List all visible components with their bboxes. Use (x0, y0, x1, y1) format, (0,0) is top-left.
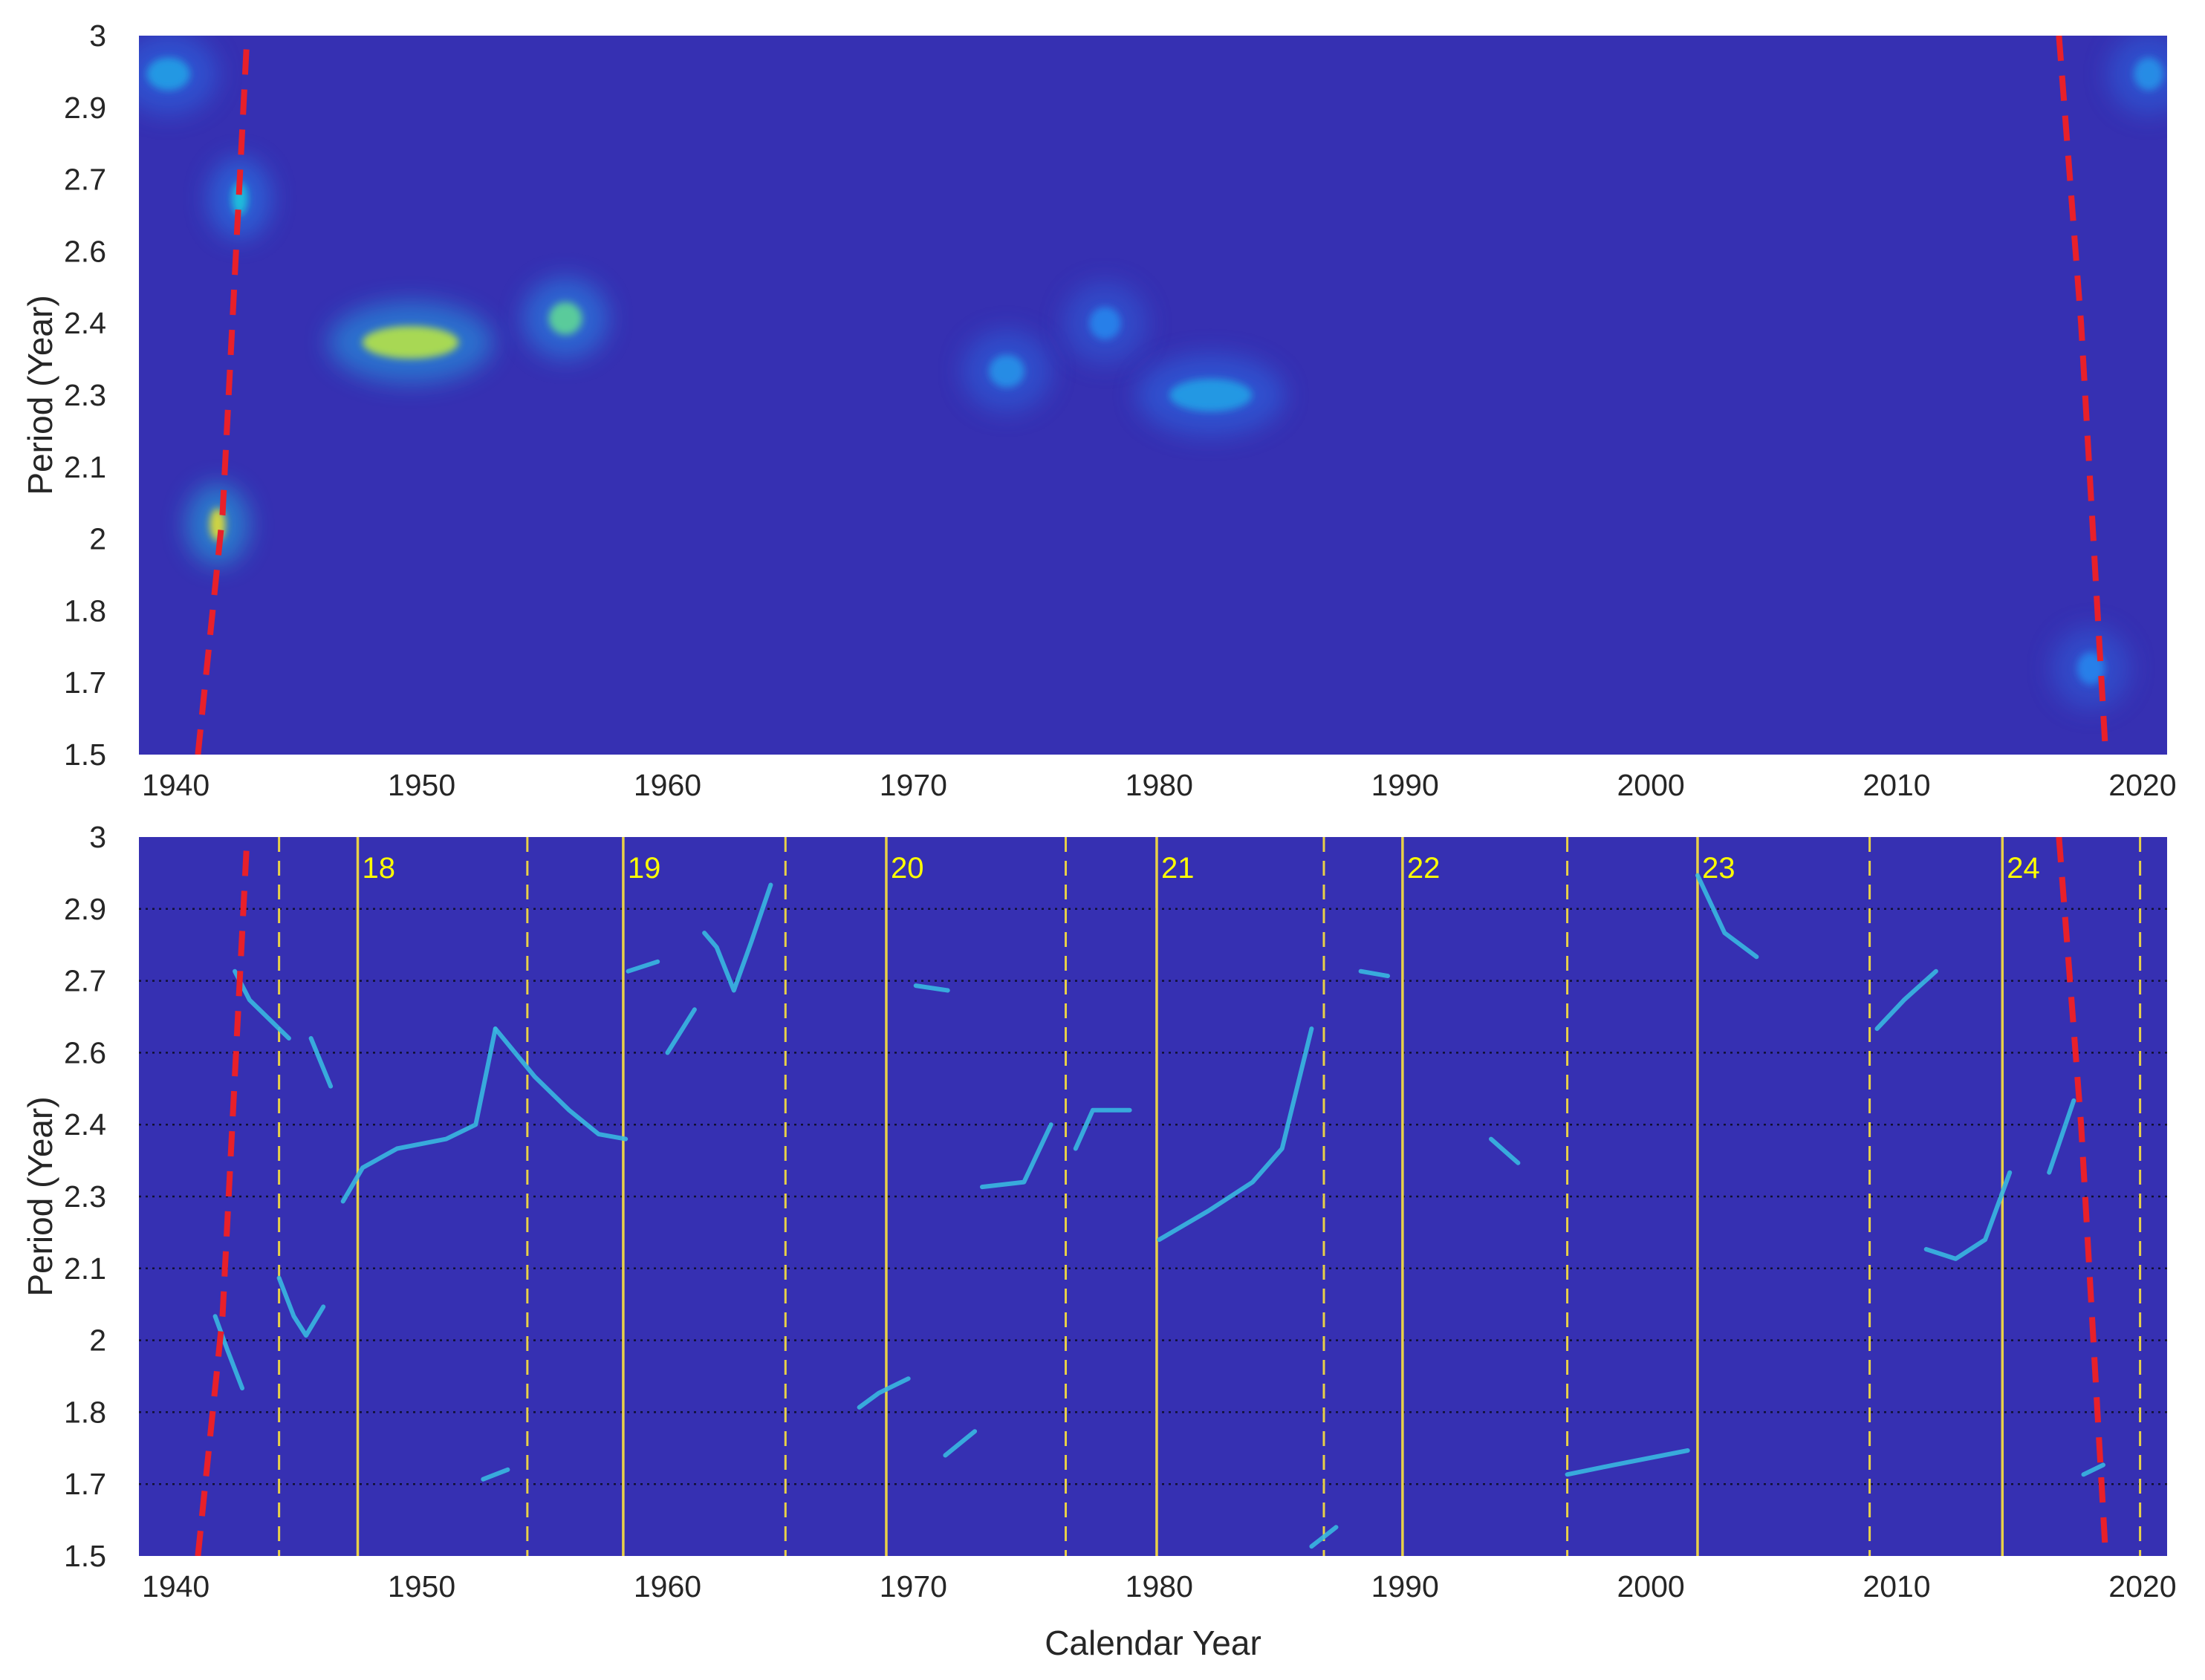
bottom-wavelet-ridge-panel: 18 19 20 21 22 23 24 1940 1950 1960 1970 1980 1990 2… (21, 820, 2177, 1662)
ridge-line (276, 1275, 326, 1338)
bottom-y-tick-label: 2.6 (64, 1035, 106, 1069)
ridge-line (1073, 1107, 1132, 1151)
top-wavelet-power-panel: 1940 1950 1960 1970 1980 1990 2000 2010 2020 1.5… (21, 19, 2177, 802)
top-y-tick-label: 2.9 (64, 91, 106, 125)
solar-cycle-markers: 18 19 20 21 22 23 24 (278, 837, 2142, 1556)
bottom-y-tick-label: 3 (89, 820, 106, 854)
ridge-line (1309, 1525, 1339, 1549)
bottom-x-tick-label: 2020 (2108, 1569, 2176, 1604)
ridge-line (1565, 1448, 1690, 1477)
top-y-tick-label: 2.1 (64, 450, 106, 484)
power-hotspot (1169, 379, 1253, 411)
top-y-tick-label: 1.8 (64, 593, 106, 628)
top-x-tick-label: 1940 (142, 768, 210, 802)
ridge-line (1695, 873, 1759, 960)
top-x-tick-label: 1960 (634, 768, 701, 802)
bottom-y-tick-label: 1.8 (64, 1395, 106, 1429)
cycle-number-label: 23 (1702, 852, 1735, 885)
bottom-plot-background (139, 837, 2167, 1556)
cycle-number-label: 21 (1161, 852, 1195, 885)
ridge-line (308, 1036, 334, 1089)
bottom-y-tick-label: 2.4 (64, 1107, 106, 1142)
bottom-y-axis-label: Period (Year) (21, 1096, 59, 1296)
ridge-line (980, 1122, 1053, 1190)
bottom-y-tick-label: 2.7 (64, 964, 106, 998)
top-y-tick-label: 2.6 (64, 234, 106, 268)
power-hotspot (548, 302, 582, 335)
top-cone-of-influence (195, 36, 2109, 755)
ridge-line (481, 1467, 510, 1482)
coi-line-left (195, 837, 250, 1556)
power-hotspot (2134, 57, 2164, 91)
bottom-y-tick-label: 2.1 (64, 1251, 106, 1286)
bottom-x-tick-label: 2010 (1863, 1569, 1930, 1604)
bottom-x-tick-label: 1970 (880, 1569, 947, 1604)
ridge-line (2047, 1098, 2076, 1175)
ridge-line (913, 983, 950, 993)
ridge-line (626, 959, 660, 974)
bottom-x-axis-ticks: 1940 1950 1960 1970 1980 1990 2000 2010 2020 (142, 1569, 2176, 1604)
bottom-x-axis-label: Calendar Year (1045, 1624, 1261, 1662)
ridge-line (857, 1376, 911, 1410)
top-y-tick-label: 1.7 (64, 665, 106, 700)
bottom-y-tick-label: 2 (89, 1324, 106, 1358)
bottom-y-tick-label: 2.3 (64, 1179, 106, 1214)
top-y-tick-label: 2 (89, 522, 106, 556)
ridge-line (1874, 968, 1938, 1032)
cycle-number-label: 24 (2007, 852, 2040, 885)
ridge-line (2081, 1462, 2105, 1477)
power-hotspot (362, 326, 459, 359)
bottom-y-axis-ticks: 1.5 1.7 1.8 2 2.1 2.3 2.4 2.6 2.7 2.9 3 (64, 820, 106, 1573)
coi-line-right (2056, 837, 2109, 1556)
top-y-tick-label: 2.4 (64, 306, 106, 340)
ridge-line (943, 1429, 978, 1458)
cycle-number-label: 20 (891, 852, 924, 885)
top-y-tick-label: 2.7 (64, 163, 106, 197)
bottom-cone-of-influence (195, 837, 2109, 1556)
wavelet-ridges (212, 873, 2105, 1549)
top-x-tick-label: 2020 (2108, 768, 2176, 802)
top-x-tick-label: 1950 (388, 768, 455, 802)
power-hotspot (232, 182, 248, 215)
ridge-line (1489, 1136, 1521, 1165)
ridge-line (212, 1314, 244, 1391)
ridge-line (665, 1007, 697, 1055)
top-y-axis-ticks: 1.5 1.7 1.8 2 2.1 2.3 2.4 2.6 2.7 2.9 3 (64, 19, 106, 772)
top-power-hotspots (139, 36, 2167, 709)
top-y-tick-label: 1.5 (64, 738, 106, 772)
bottom-x-tick-label: 2000 (1617, 1569, 1684, 1604)
ridge-line (1923, 1170, 2013, 1261)
cycle-number-label: 19 (628, 852, 661, 885)
power-hotspot (146, 57, 190, 91)
top-x-tick-label: 2000 (1617, 768, 1684, 802)
ridge-line (1358, 968, 1390, 979)
ridge-line (702, 882, 773, 993)
cycle-number-label: 22 (1407, 852, 1441, 885)
ridge-line (340, 1026, 498, 1204)
ridge-line (493, 1026, 629, 1142)
coi-line-right (2056, 36, 2109, 755)
coi-line-left (195, 36, 250, 755)
top-x-axis-ticks: 1940 1950 1960 1970 1980 1990 2000 2010 2020 (142, 768, 2176, 802)
bottom-y-tick-label: 2.9 (64, 892, 106, 926)
top-y-tick-label: 2.3 (64, 378, 106, 412)
cycle-number-label: 18 (363, 852, 396, 885)
bottom-y-tick-label: 1.7 (64, 1467, 106, 1501)
ridge-line (1157, 1026, 1314, 1243)
top-y-tick-label: 3 (89, 19, 106, 53)
bottom-x-tick-label: 1950 (388, 1569, 455, 1604)
top-x-tick-label: 1990 (1371, 768, 1439, 802)
top-x-tick-label: 1980 (1126, 768, 1193, 802)
power-hotspot (1089, 307, 1121, 340)
top-x-tick-label: 1970 (880, 768, 947, 802)
bottom-x-tick-label: 1940 (142, 1569, 210, 1604)
top-y-axis-label: Period (Year) (21, 295, 59, 495)
bottom-x-tick-label: 1960 (634, 1569, 701, 1604)
top-x-tick-label: 2010 (1863, 768, 1930, 802)
bottom-x-tick-label: 1990 (1371, 1569, 1439, 1604)
bottom-y-tick-label: 1.5 (64, 1539, 106, 1573)
bottom-x-tick-label: 1980 (1126, 1569, 1193, 1604)
power-hotspot (989, 354, 1024, 388)
